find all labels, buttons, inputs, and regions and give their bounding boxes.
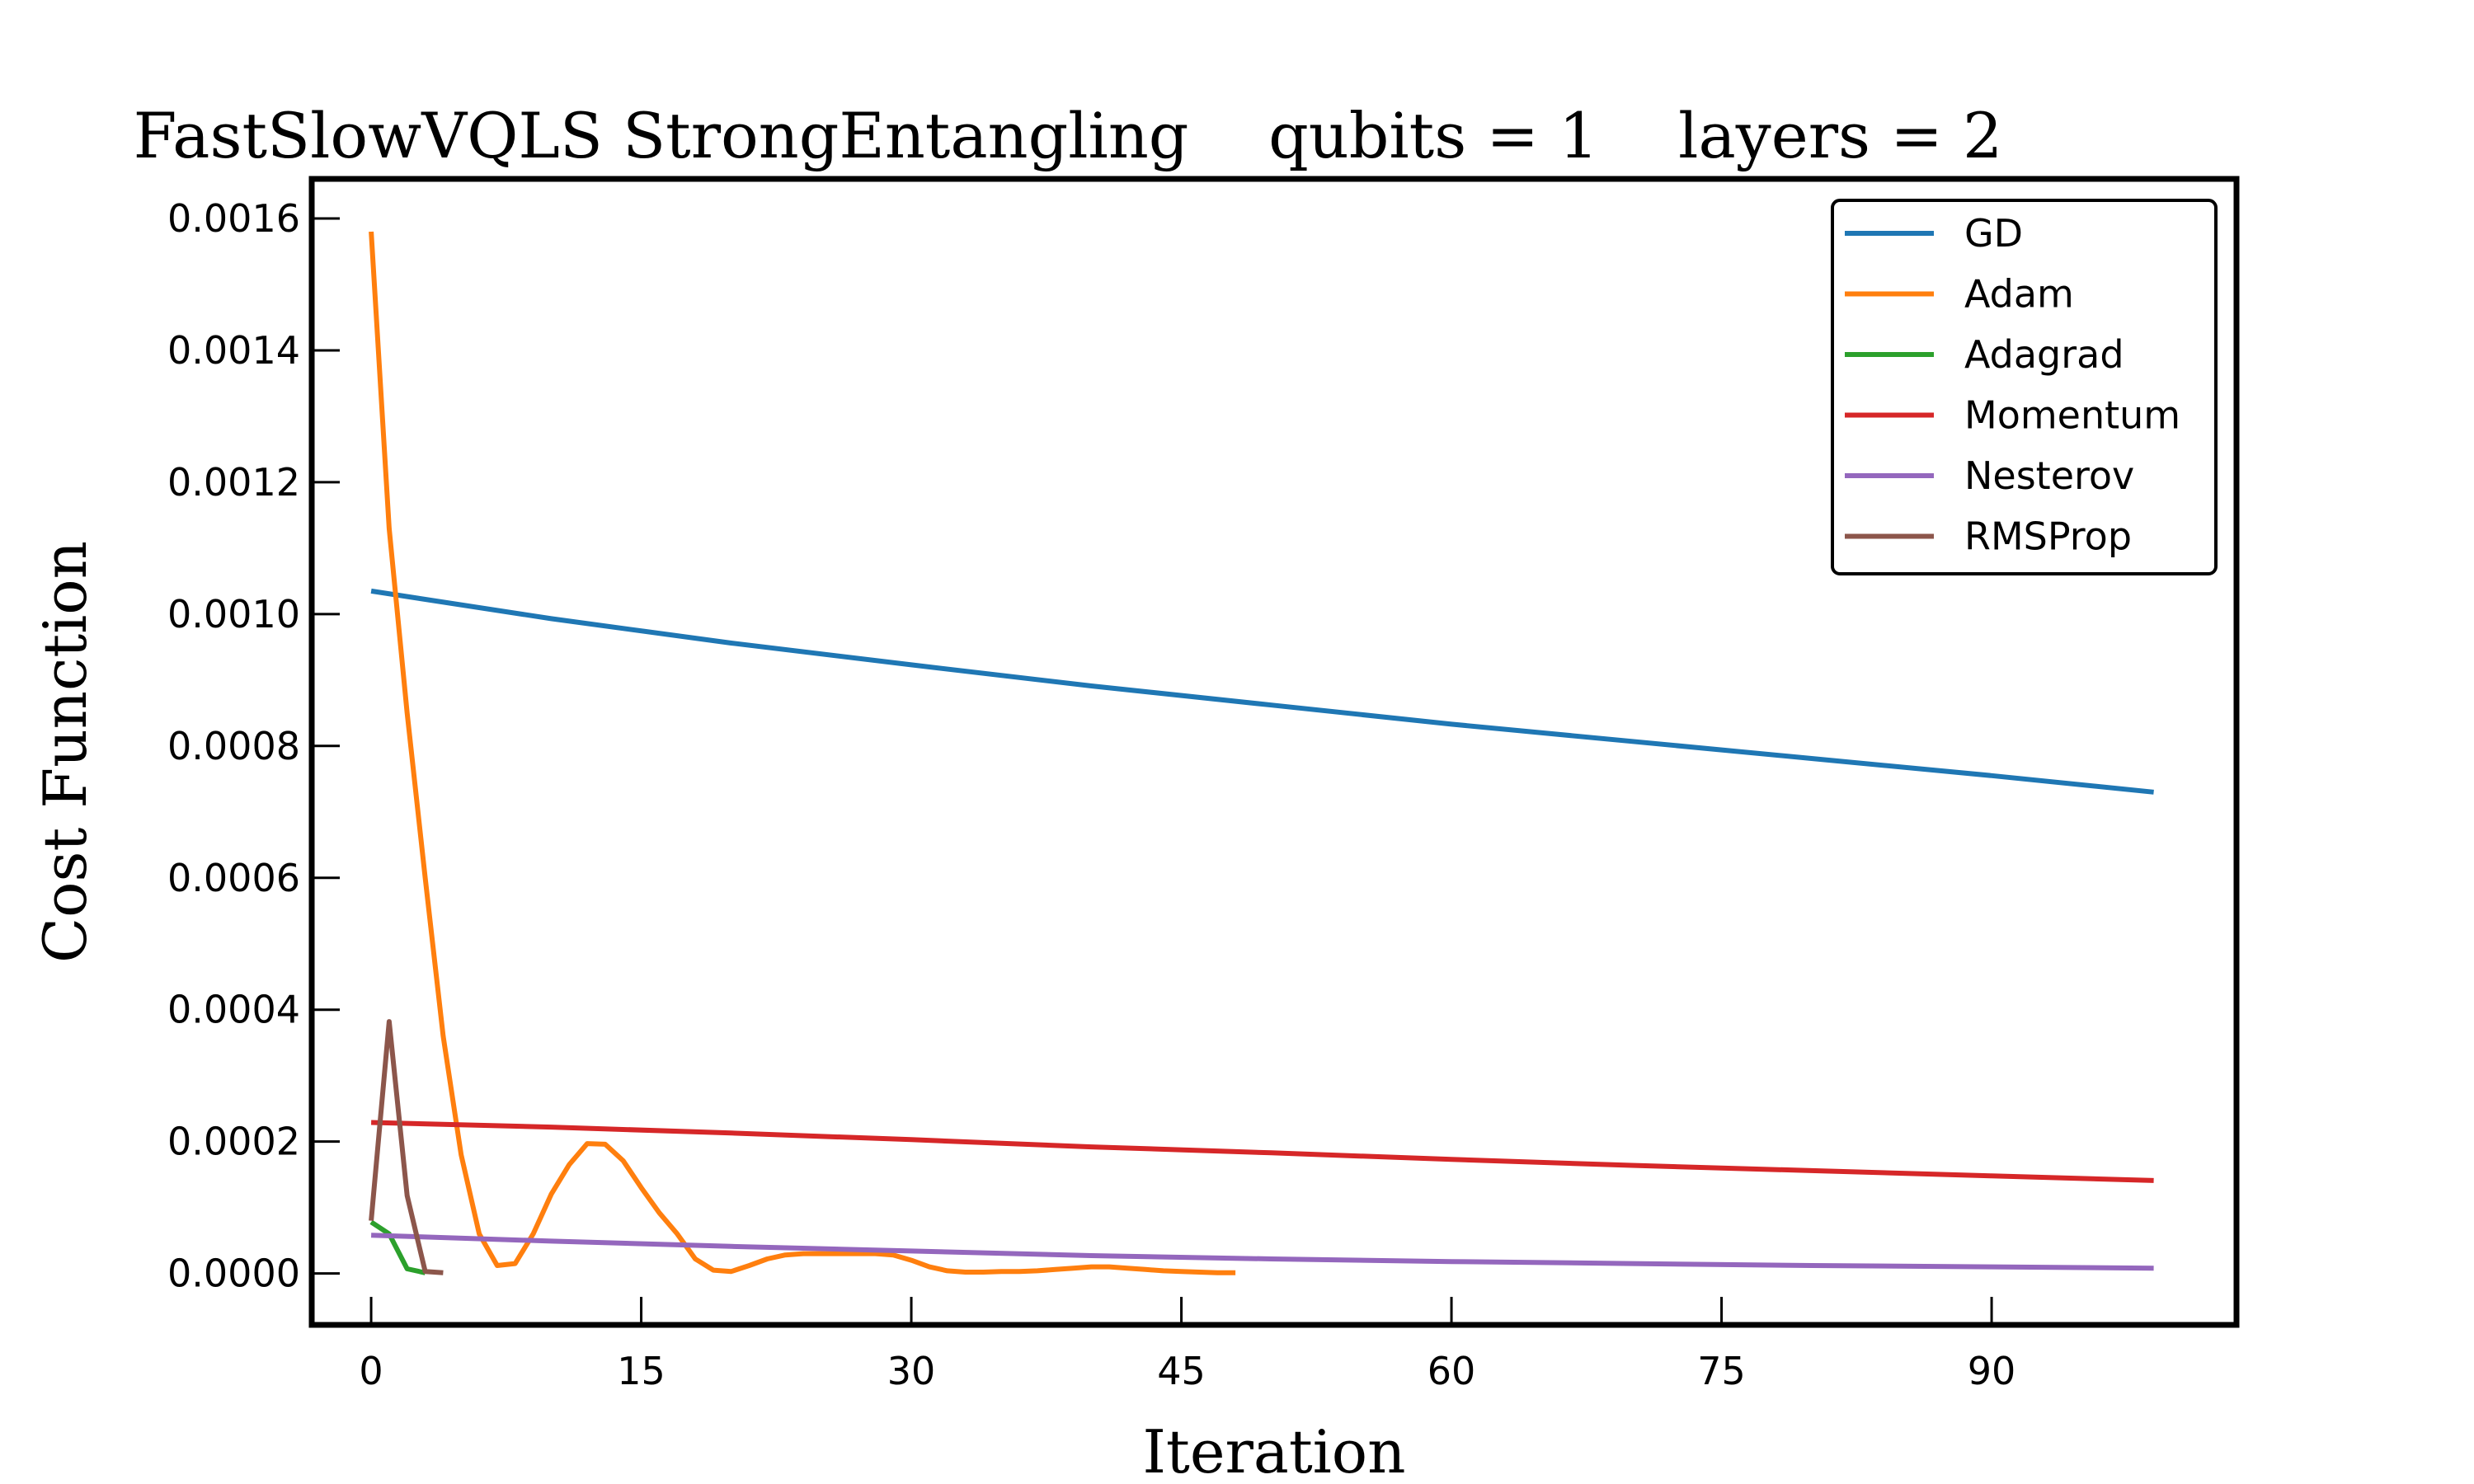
legend-label-adam: Adam — [1964, 272, 2074, 317]
y-tick-label: 0.0000 — [167, 1252, 300, 1296]
legend-label-nesterov: Nesterov — [1964, 453, 2134, 498]
series-line-nesterov — [371, 1233, 2154, 1271]
x-tick-label: 75 — [1697, 1349, 1746, 1393]
x-tick-label: 15 — [617, 1349, 666, 1393]
legend-label-rmsprop: RMSProp — [1964, 514, 2132, 559]
series-line-gd — [370, 588, 2154, 795]
x-tick-label: 90 — [1968, 1349, 2016, 1393]
x-tick-group: 0 15 30 45 60 75 90 — [359, 1297, 2015, 1393]
y-axis-label: Cost Function — [31, 541, 100, 963]
legend-items: GD Adam Adagrad Momentum Nesterov RMSProp — [1845, 211, 2180, 559]
series-line-adam — [369, 231, 1236, 1275]
y-tick-label: 0.0006 — [167, 856, 300, 900]
plot-frame — [308, 176, 2240, 1328]
series-line-rmsprop — [369, 1019, 444, 1275]
series-line-momentum — [371, 1120, 2154, 1183]
y-tick-label: 0.0014 — [167, 328, 300, 373]
y-tick-label: 0.0008 — [167, 724, 300, 768]
y-tick-label: 0.0002 — [167, 1120, 300, 1164]
x-tick-label: 45 — [1157, 1349, 1206, 1393]
legend-label-momentum: Momentum — [1964, 393, 2180, 438]
y-tick-label: 0.0004 — [167, 988, 300, 1032]
series-line-adagrad — [369, 1219, 426, 1275]
legend: GD Adam Adagrad Momentum Nesterov RMSProp — [1831, 199, 2218, 575]
x-tick-label: 0 — [359, 1349, 383, 1393]
x-axis-label: Iteration — [1142, 1417, 1405, 1484]
chart-title: FastSlowVQLS StrongEntangling qubits = 1… — [134, 99, 2003, 172]
y-tick-group: 0.0000 0.0002 0.0004 0.0006 0.0008 0.0010 0.00… — [167, 196, 340, 1296]
y-tick-label: 0.0012 — [167, 460, 300, 505]
y-tick-label: 0.0010 — [167, 592, 300, 636]
plot-series-group — [369, 231, 2154, 1275]
y-tick-label: 0.0016 — [167, 196, 300, 241]
legend-label-adagrad: Adagrad — [1964, 332, 2124, 377]
legend-label-gd: GD — [1964, 211, 2023, 256]
x-tick-label: 30 — [887, 1349, 936, 1393]
x-tick-label: 60 — [1427, 1349, 1476, 1393]
